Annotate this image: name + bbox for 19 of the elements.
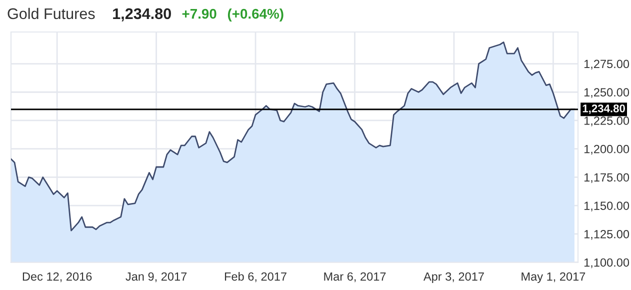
text: +7.90 [182, 8, 216, 19]
y-tick-label: 1,275.00 [584, 60, 630, 70]
y-tick-label: 1,100.00 [584, 258, 630, 268]
x-tick-label: Dec 12, 2016 [22, 272, 92, 282]
x-tick-label: Jan 9, 2017 [126, 272, 187, 282]
y-tick-label: 1,150.00 [584, 202, 630, 212]
x-tick-label: May 1, 2017 [522, 272, 586, 284]
y-tick-label: 1,125.00 [584, 230, 630, 240]
y-tick-label: 1,200.00 [584, 144, 630, 155]
y-tick-label: 1,250.00 [584, 88, 630, 98]
x-tick-label: Apr 3, 2017 [423, 272, 484, 284]
chart-title: Gold Futures [8, 8, 95, 20]
y-tick-label: 1,225.00 [584, 116, 630, 126]
y-tick-label: 1,175.00 [584, 173, 630, 183]
text: (+0.64%) [228, 8, 284, 22]
x-tick-label: Feb 6, 2017 [224, 272, 286, 282]
ref-line-label: 1,234.80 [582, 104, 625, 114]
x-tick-label: Mar 6, 2017 [324, 272, 386, 282]
text: 1,234.80 [113, 8, 171, 22]
